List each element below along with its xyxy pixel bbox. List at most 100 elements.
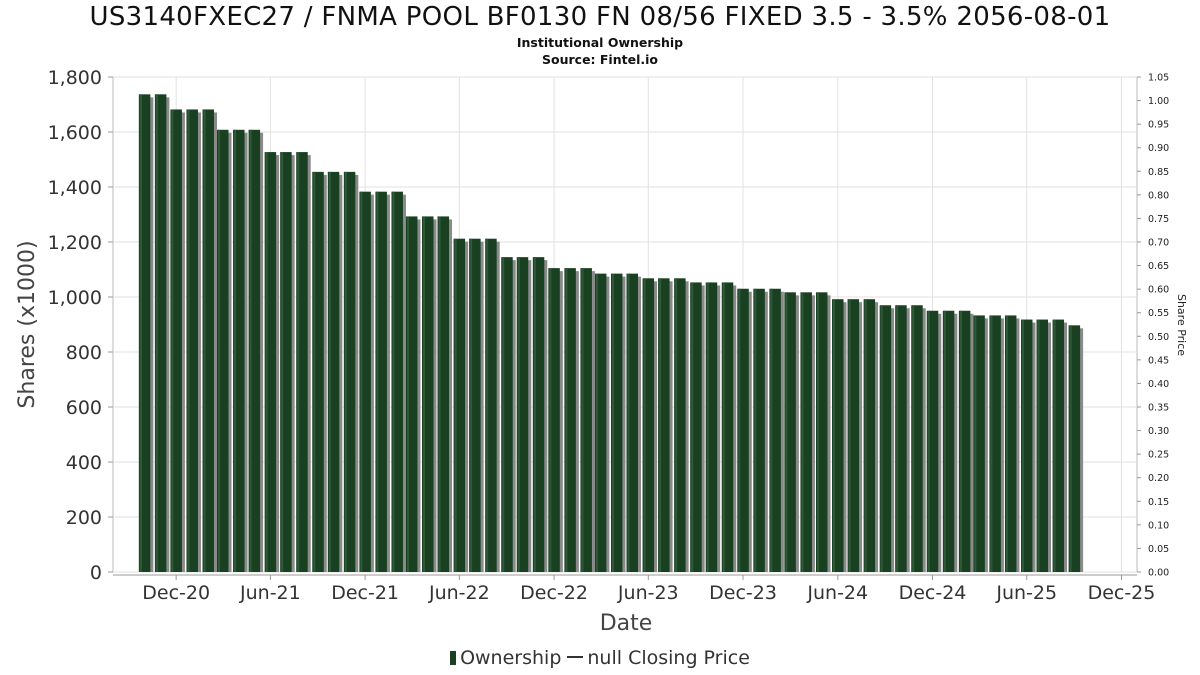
bar-highlight — [754, 288, 757, 572]
ownership-bar — [863, 299, 876, 572]
ownership-bar — [1004, 315, 1017, 572]
ownership-bar — [800, 292, 812, 572]
bar-highlight — [816, 292, 819, 572]
ownership-bar — [610, 273, 623, 572]
ownership-legend-swatch — [450, 651, 457, 665]
ownership-bar — [469, 238, 481, 572]
bar-highlight — [770, 288, 773, 572]
bar-highlight — [801, 292, 804, 572]
x-tick-label: Jun-23 — [617, 582, 679, 604]
y-tick-label: 1,200 — [48, 232, 102, 254]
ownership-bar — [705, 282, 718, 572]
bar-highlight — [470, 238, 473, 572]
ownership-bar — [248, 129, 261, 573]
y-tick-label: 1,400 — [48, 177, 102, 199]
ownership-bar — [327, 171, 340, 572]
ownership-bar — [1052, 319, 1065, 572]
y2-tick-label: 0.65 — [1148, 261, 1169, 272]
ownership-bar — [405, 216, 418, 573]
bar-highlight — [833, 299, 836, 572]
x-tick-label: Dec-24 — [899, 582, 967, 604]
y-tick-label: 400 — [66, 452, 102, 474]
ownership-bar — [911, 305, 923, 572]
ownership-bar — [264, 152, 277, 572]
bar-highlight — [943, 310, 946, 572]
y2-tick-label: 1.05 — [1148, 73, 1169, 84]
y-tick-label: 1,600 — [48, 122, 102, 144]
ownership-bar — [280, 152, 292, 572]
ownership-bar — [784, 292, 796, 572]
bar-highlight — [533, 257, 536, 572]
ownership-bar — [721, 282, 734, 572]
bar-highlight — [281, 152, 284, 572]
bar-highlight — [328, 171, 331, 572]
bar-highlight — [360, 191, 363, 573]
bar-highlight — [344, 171, 347, 572]
ownership-bar — [217, 129, 229, 573]
bar-highlight — [722, 282, 725, 572]
ownership-bar — [1068, 325, 1081, 572]
y2-tick-label: 0.90 — [1148, 143, 1169, 154]
bar-highlight — [438, 216, 441, 573]
x-tick-label: Dec-25 — [1088, 582, 1156, 604]
y2-tick-label: 0.85 — [1148, 167, 1169, 178]
ownership-bar — [895, 305, 907, 572]
ownership-bar — [501, 257, 513, 572]
ownership-bar — [737, 288, 749, 572]
ownership-bar — [138, 94, 151, 572]
y2-tick-label: 0.75 — [1148, 214, 1169, 225]
bar-highlight — [1021, 319, 1024, 572]
y2-tick-label: 0.20 — [1148, 473, 1169, 484]
ownership-bar — [202, 109, 215, 572]
x-tick-label: Dec-22 — [520, 582, 588, 604]
bar-highlight — [738, 288, 741, 572]
y2-tick-label: 0.30 — [1148, 426, 1169, 437]
ownership-bar — [170, 109, 182, 572]
bar-highlight — [659, 278, 662, 572]
ownership-bar — [674, 278, 686, 572]
x-tick-label: Jun-21 — [239, 582, 301, 604]
bar-highlight — [406, 216, 409, 573]
bar-highlight — [376, 191, 379, 573]
ownership-legend-label: Ownership — [460, 647, 562, 669]
closing-price-legend-label: null Closing Price — [587, 647, 750, 669]
y2-tick-label: 0.80 — [1148, 190, 1169, 201]
bar-highlight — [864, 299, 867, 572]
ownership-bar — [580, 268, 592, 572]
ownership-bar — [958, 310, 971, 572]
bar-highlight — [249, 129, 252, 573]
y-tick-label: 800 — [66, 342, 102, 364]
bar-highlight — [187, 109, 190, 572]
bar-highlight — [643, 278, 646, 572]
bar-highlight — [706, 282, 709, 572]
ownership-bar — [548, 268, 560, 572]
ownership-bar — [973, 315, 985, 572]
ownership-bar — [753, 288, 765, 572]
chart-subtitle: Institutional Ownership — [516, 35, 684, 50]
y2-tick-label: 0.10 — [1148, 520, 1169, 531]
bar-highlight — [990, 315, 993, 572]
y-tick-label: 1,800 — [48, 67, 102, 89]
bar-highlight — [502, 257, 505, 572]
y2-tick-label: 0.70 — [1148, 238, 1169, 249]
ownership-bar — [532, 257, 545, 572]
bar-highlight — [974, 315, 977, 572]
y-axis-title: Shares (x1000) — [15, 240, 40, 408]
y2-tick-label: 0.95 — [1148, 120, 1169, 131]
ownership-bar — [233, 129, 245, 573]
x-tick-label: Dec-21 — [331, 582, 399, 604]
ownership-bar — [375, 191, 387, 573]
bar-highlight — [218, 129, 221, 573]
ownership-bar — [312, 171, 324, 572]
y2-tick-label: 0.50 — [1148, 332, 1169, 343]
ownership-bar — [391, 191, 403, 573]
bar-highlight — [139, 94, 142, 572]
bar-highlight — [517, 257, 520, 572]
ownership-bar — [186, 109, 198, 572]
bar-highlight — [627, 273, 630, 572]
bar-highlight — [595, 273, 598, 572]
bar-highlight — [486, 238, 489, 572]
ownership-bar — [815, 292, 828, 572]
bar-highlight — [423, 216, 426, 573]
